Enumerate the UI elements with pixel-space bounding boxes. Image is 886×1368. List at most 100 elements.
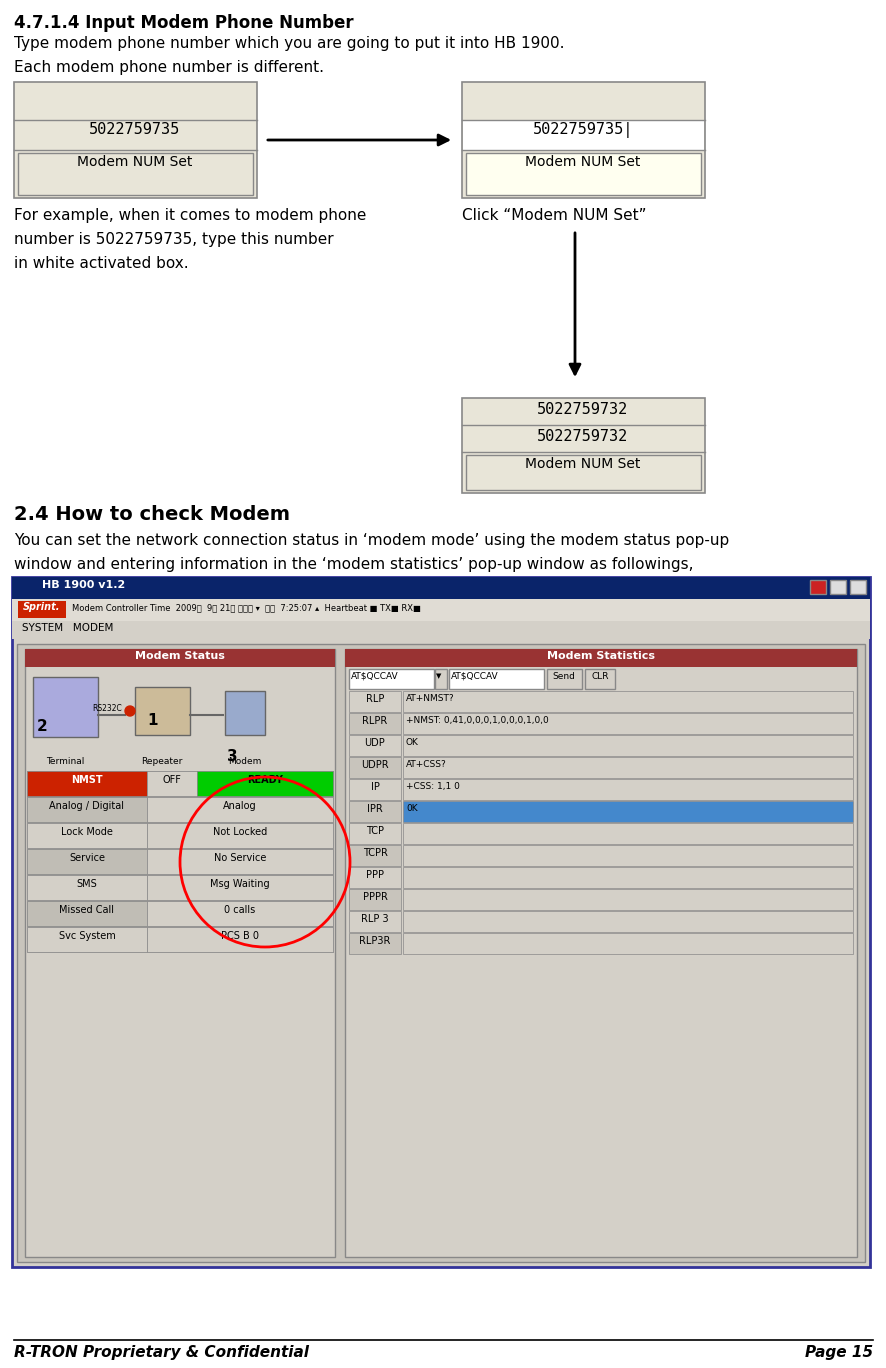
FancyBboxPatch shape [25, 648, 335, 1257]
Text: Not Locked: Not Locked [213, 828, 267, 837]
Text: NMST: NMST [71, 776, 103, 785]
FancyBboxPatch shape [147, 902, 332, 926]
FancyBboxPatch shape [348, 691, 400, 711]
Text: Modem: Modem [228, 757, 261, 766]
FancyBboxPatch shape [402, 735, 852, 757]
Text: 5022759732: 5022759732 [537, 402, 628, 417]
FancyBboxPatch shape [402, 757, 852, 778]
FancyBboxPatch shape [585, 669, 614, 689]
Text: in white activated box.: in white activated box. [14, 256, 189, 271]
FancyBboxPatch shape [348, 867, 400, 888]
FancyBboxPatch shape [402, 824, 852, 844]
Text: Modem Controller Time  2009년  9월 21일 수요일 ▾  오후  7:25:07 ▴  Heartbeat ■ TX■ RX■: Modem Controller Time 2009년 9월 21일 수요일 ▾… [72, 603, 420, 611]
FancyBboxPatch shape [27, 928, 147, 952]
FancyBboxPatch shape [27, 850, 332, 874]
Circle shape [125, 706, 135, 715]
FancyBboxPatch shape [27, 928, 332, 952]
FancyBboxPatch shape [27, 798, 147, 822]
FancyBboxPatch shape [147, 928, 332, 952]
Text: AT$QCCAV: AT$QCCAV [450, 672, 498, 681]
FancyBboxPatch shape [147, 824, 332, 848]
FancyBboxPatch shape [12, 577, 869, 1267]
FancyBboxPatch shape [547, 669, 581, 689]
Text: 5022759735|: 5022759735| [532, 122, 633, 138]
FancyBboxPatch shape [809, 580, 825, 594]
Text: RLP: RLP [365, 694, 384, 705]
FancyBboxPatch shape [348, 845, 400, 866]
FancyBboxPatch shape [348, 757, 400, 778]
Text: Sprint.: Sprint. [23, 602, 60, 611]
FancyBboxPatch shape [18, 153, 253, 196]
Text: Missed Call: Missed Call [59, 906, 114, 915]
Text: CLR: CLR [591, 672, 608, 681]
Text: R-TRON Proprietary & Confidential: R-TRON Proprietary & Confidential [14, 1345, 308, 1360]
FancyBboxPatch shape [12, 599, 869, 621]
FancyBboxPatch shape [348, 933, 400, 953]
FancyBboxPatch shape [348, 735, 400, 757]
Text: TCP: TCP [366, 826, 384, 836]
FancyBboxPatch shape [147, 850, 332, 874]
FancyBboxPatch shape [27, 824, 332, 848]
FancyBboxPatch shape [147, 772, 197, 796]
FancyBboxPatch shape [849, 580, 865, 594]
FancyBboxPatch shape [402, 911, 852, 932]
Text: number is 5022759735, type this number: number is 5022759735, type this number [14, 233, 333, 248]
Text: Modem NUM Set: Modem NUM Set [525, 457, 640, 471]
FancyBboxPatch shape [15, 120, 256, 150]
Text: Send: Send [552, 672, 575, 681]
FancyBboxPatch shape [348, 778, 400, 800]
Text: Modem Status: Modem Status [135, 651, 225, 661]
FancyBboxPatch shape [402, 889, 852, 910]
Text: Each modem phone number is different.: Each modem phone number is different. [14, 60, 323, 75]
Text: Analog / Digital: Analog / Digital [50, 802, 124, 811]
FancyBboxPatch shape [25, 648, 335, 668]
FancyBboxPatch shape [348, 889, 400, 910]
Text: Page 15: Page 15 [804, 1345, 872, 1360]
Text: 5022759732: 5022759732 [537, 430, 628, 445]
Text: 2.4 How to check Modem: 2.4 How to check Modem [14, 505, 290, 524]
FancyBboxPatch shape [27, 876, 332, 900]
Text: UDP: UDP [364, 737, 385, 748]
FancyBboxPatch shape [448, 669, 543, 689]
Text: Lock Mode: Lock Mode [61, 828, 113, 837]
Text: +NMST: 0,41,0,0,0,1,0,0,0,1,0,0: +NMST: 0,41,0,0,0,1,0,0,0,1,0,0 [406, 715, 548, 725]
FancyBboxPatch shape [345, 648, 856, 668]
Text: 2: 2 [37, 720, 48, 735]
FancyBboxPatch shape [402, 867, 852, 888]
Text: 3: 3 [227, 750, 237, 763]
Text: TCPR: TCPR [362, 848, 387, 858]
Text: PPPR: PPPR [362, 892, 387, 902]
FancyBboxPatch shape [465, 153, 700, 196]
FancyBboxPatch shape [27, 902, 147, 926]
Text: Repeater: Repeater [141, 757, 183, 766]
Text: Modem NUM Set: Modem NUM Set [77, 155, 192, 170]
FancyBboxPatch shape [462, 83, 703, 120]
Text: RLP3R: RLP3R [359, 936, 390, 947]
Text: Click “Modem NUM Set”: Click “Modem NUM Set” [462, 208, 646, 223]
FancyBboxPatch shape [462, 82, 704, 198]
FancyBboxPatch shape [14, 82, 257, 198]
Text: AT+NMST?: AT+NMST? [406, 694, 455, 703]
Text: No Service: No Service [214, 854, 266, 863]
FancyBboxPatch shape [33, 677, 97, 737]
Text: IPR: IPR [367, 804, 383, 814]
FancyBboxPatch shape [27, 772, 332, 796]
FancyBboxPatch shape [225, 691, 265, 735]
Text: READY: READY [247, 776, 283, 785]
FancyBboxPatch shape [348, 713, 400, 735]
Text: 0K: 0K [406, 804, 417, 813]
FancyBboxPatch shape [18, 601, 66, 618]
FancyBboxPatch shape [402, 691, 852, 711]
FancyBboxPatch shape [402, 845, 852, 866]
Text: PCS B 0: PCS B 0 [221, 932, 259, 941]
FancyBboxPatch shape [12, 577, 869, 599]
FancyBboxPatch shape [462, 120, 703, 150]
Text: You can set the network connection status in ‘modem mode’ using the modem status: You can set the network connection statu… [14, 534, 728, 549]
Text: 5022759735: 5022759735 [89, 122, 181, 137]
Text: HB 1900 v1.2: HB 1900 v1.2 [42, 580, 125, 590]
Text: For example, when it comes to modem phone: For example, when it comes to modem phon… [14, 208, 366, 223]
Text: Msg Waiting: Msg Waiting [210, 880, 269, 889]
Text: Type modem phone number which you are going to put it into HB 1900.: Type modem phone number which you are go… [14, 36, 563, 51]
Text: PPP: PPP [366, 870, 384, 880]
FancyBboxPatch shape [462, 399, 703, 425]
